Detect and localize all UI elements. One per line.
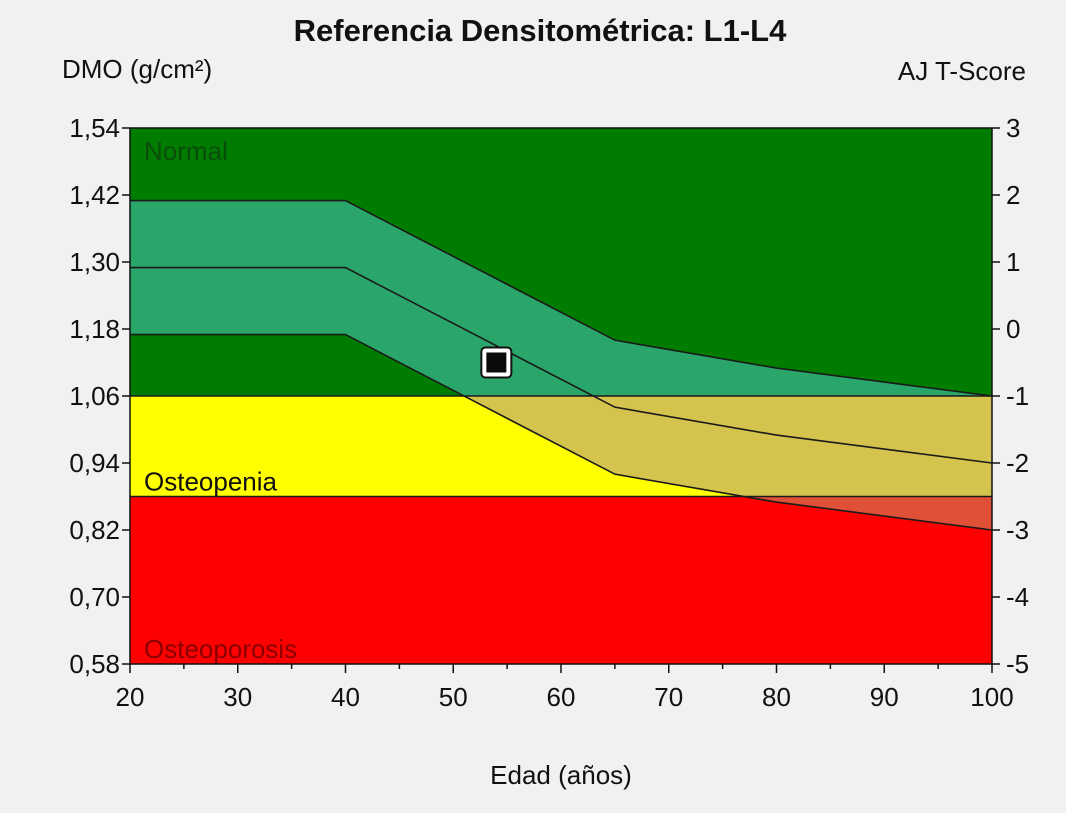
reference-curve-lower: [130, 333, 992, 531]
x-tick-label: 90: [870, 682, 899, 712]
left-tick-label: 1,42: [69, 180, 120, 210]
left-tick-label: 0,94: [69, 448, 120, 478]
x-tick-label: 50: [439, 682, 468, 712]
left-tick-label: 0,70: [69, 582, 120, 612]
left-tick-label: 0,82: [69, 515, 120, 545]
x-tick-label: 70: [654, 682, 683, 712]
left-axis-unit-label: DMO (g/cm²): [62, 54, 212, 84]
zone-label-osteoporosis: Osteoporosis: [144, 634, 297, 664]
x-tick-label: 60: [547, 682, 576, 712]
patient-marker-group: [480, 346, 513, 379]
reference-band-normal: [130, 200, 992, 396]
x-tick-label: 40: [331, 682, 360, 712]
x-tick-label: 20: [116, 682, 145, 712]
reference-curves: [130, 199, 992, 531]
reference-curve-upper: [130, 199, 992, 397]
right-tick-label: -5: [1006, 649, 1029, 679]
right-tick-label: -3: [1006, 515, 1029, 545]
x-tick-label: 80: [762, 682, 791, 712]
patient-marker: [486, 352, 507, 373]
left-tick-label: 1,54: [69, 113, 120, 143]
right-axis-unit-label: AJ T-Score: [898, 56, 1026, 86]
x-tick-label: 100: [970, 682, 1013, 712]
zone-label-osteopenia: Osteopenia: [144, 467, 278, 497]
zone-labels: Normal Osteopenia Osteoporosis: [144, 136, 297, 664]
left-tick-label: 1,06: [69, 381, 120, 411]
x-axis: 20 30 40 50 60 70 80 90 100: [116, 664, 1014, 712]
right-axis: -5 -4 -3 -2 -1 0 1 2 3: [992, 113, 1029, 679]
right-tick-label: 0: [1006, 314, 1020, 344]
zone-osteoporosis: [130, 496, 992, 664]
left-tick-label: 1,30: [69, 247, 120, 277]
x-axis-title: Edad (años): [490, 760, 632, 790]
left-tick-label: 0,58: [69, 649, 120, 679]
left-tick-label: 1,18: [69, 314, 120, 344]
right-tick-label: -2: [1006, 448, 1029, 478]
zone-label-normal: Normal: [144, 136, 228, 166]
x-tick-label: 30: [223, 682, 252, 712]
reference-curve-middle: [130, 266, 992, 464]
left-axis: 0,58 0,70 0,82 0,94 1,06 1,18 1,30 1,42 1,54: [69, 113, 130, 679]
reference-bands: [130, 200, 992, 530]
right-tick-label: 3: [1006, 113, 1020, 143]
right-tick-label: -4: [1006, 582, 1029, 612]
right-tick-label: -1: [1006, 381, 1029, 411]
chart-title: Referencia Densitométrica: L1-L4: [294, 13, 787, 48]
right-tick-label: 1: [1006, 247, 1020, 277]
reference-band-osteopenia: [464, 396, 992, 497]
right-tick-label: 2: [1006, 180, 1020, 210]
